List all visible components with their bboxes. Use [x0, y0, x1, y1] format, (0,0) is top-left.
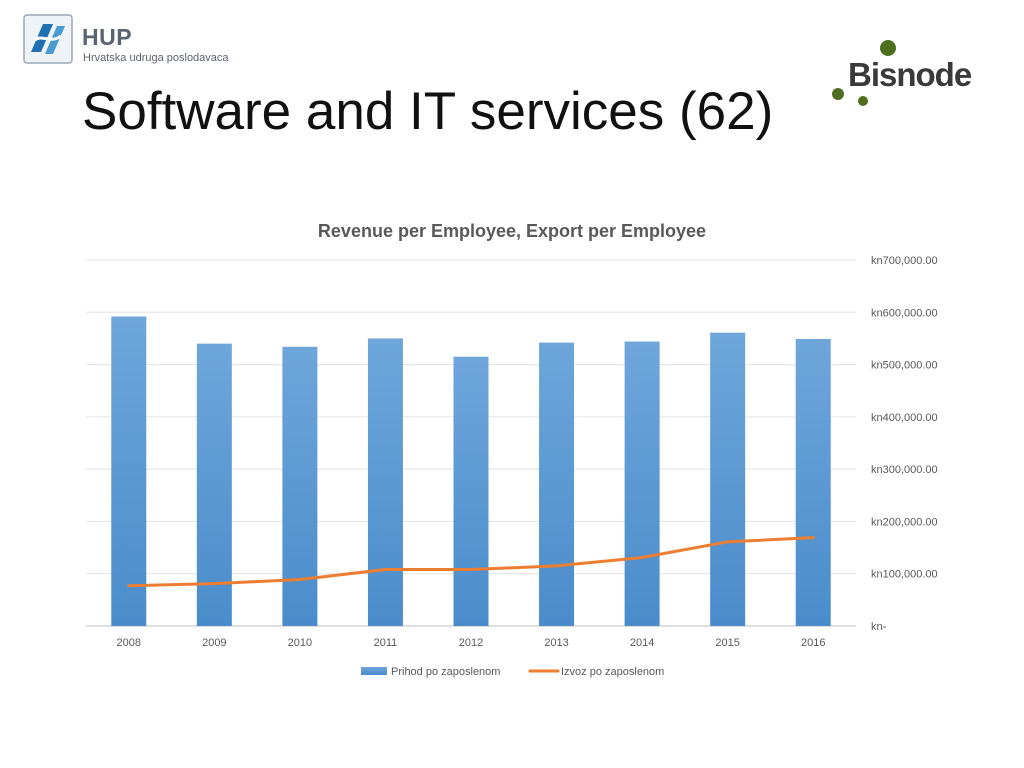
y-tick-label: kn400,000.00 — [871, 412, 938, 424]
y-tick-label: kn700,000.00 — [871, 255, 938, 267]
bisnode-dot-icon — [832, 88, 844, 100]
x-tick-label: 2012 — [459, 637, 483, 649]
bar-revenue — [367, 338, 403, 626]
x-tick-label: 2013 — [544, 637, 568, 649]
legend-label-export: Izvoz po zaposlenom — [561, 666, 664, 678]
x-tick-label: 2016 — [801, 637, 825, 649]
bar-revenue — [282, 346, 318, 626]
y-tick-label: kn100,000.00 — [871, 569, 938, 581]
bar-revenue — [111, 316, 147, 626]
bar-revenue — [710, 332, 746, 626]
x-tick-label: 2008 — [117, 637, 141, 649]
bisnode-logo: Bisnode — [832, 40, 973, 106]
x-tick-label: 2015 — [715, 637, 739, 649]
bar-revenue — [795, 338, 831, 626]
page-title: Software and IT services (62) — [82, 82, 774, 141]
hup-subtitle: Hrvatska udruga poslodavaca — [83, 52, 229, 64]
hup-name: HUP — [82, 24, 133, 50]
bisnode-dot-icon — [858, 96, 868, 106]
x-tick-label: 2014 — [630, 637, 654, 649]
bar-revenue — [539, 342, 575, 626]
x-tick-label: 2010 — [288, 637, 312, 649]
legend-label-revenue: Prihod po zaposlenom — [391, 666, 500, 678]
x-tick-label: 2011 — [374, 637, 398, 649]
y-tick-label: kn200,000.00 — [871, 516, 938, 528]
bar-revenue — [624, 341, 660, 626]
y-tick-label: kn500,000.00 — [871, 360, 938, 372]
bisnode-dot-icon — [880, 40, 896, 56]
bar-revenue — [196, 343, 232, 626]
y-tick-label: kn600,000.00 — [871, 307, 938, 319]
bisnode-logo-text: Bisnode — [848, 56, 972, 93]
y-tick-label: kn- — [871, 621, 887, 633]
bar-revenue — [453, 356, 489, 626]
x-tick-label: 2009 — [202, 637, 226, 649]
hup-logo-icon — [23, 14, 73, 64]
chart-title: Revenue per Employee, Export per Employe… — [318, 221, 706, 241]
legend-swatch-revenue — [361, 667, 387, 675]
y-tick-label: kn300,000.00 — [871, 464, 938, 476]
